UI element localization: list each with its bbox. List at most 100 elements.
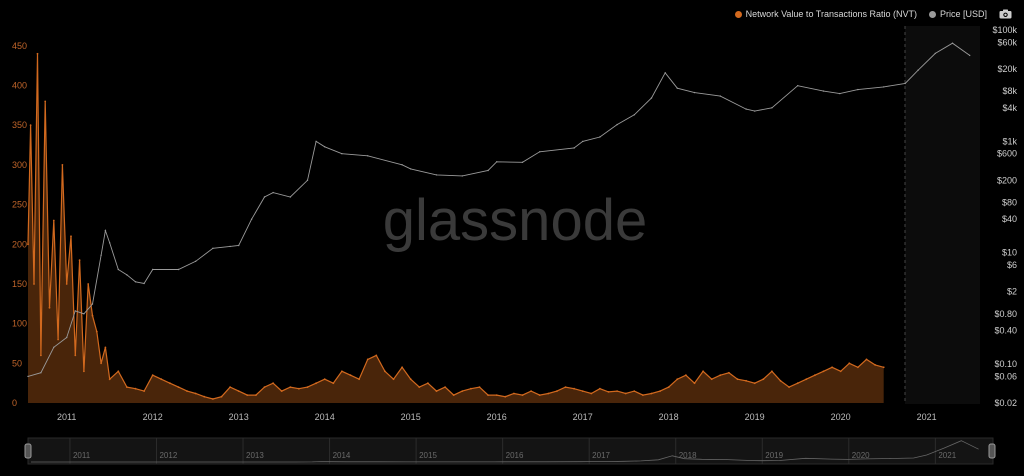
navigator-tick-label: 2016	[506, 451, 524, 460]
nvt-point	[108, 378, 111, 381]
nvt-point	[74, 354, 77, 357]
price-point	[435, 174, 438, 176]
price-point	[883, 86, 885, 88]
nvt-point	[272, 382, 274, 385]
nvt-point	[263, 386, 266, 388]
y-right-tick-label: $0.10	[994, 359, 1017, 369]
price-point	[341, 153, 343, 155]
nvt-point	[693, 382, 696, 385]
price-legend-dot-icon	[928, 10, 936, 18]
y-right-tick-label: $0.06	[994, 371, 1017, 381]
nvt-point	[779, 379, 782, 382]
y-right-tick-label: $4k	[1002, 103, 1017, 113]
nvt-point	[104, 346, 107, 349]
nvt-point	[332, 382, 335, 385]
nvt-point	[61, 164, 64, 166]
x-tick-label: 2019	[745, 412, 765, 422]
y-right-tick-label: $200	[997, 175, 1017, 185]
nvt-point	[461, 390, 464, 392]
future-zone	[905, 26, 980, 404]
x-tick-label: 2021	[917, 412, 937, 422]
camera-icon[interactable]	[999, 9, 1012, 19]
y-left-tick-label: 350	[12, 120, 27, 130]
price-point	[904, 82, 906, 85]
price-point	[521, 161, 524, 163]
nvt-point	[788, 386, 790, 388]
navigator-tick-label: 2019	[765, 451, 783, 460]
nvt-point	[36, 52, 39, 55]
navigator-tick-label: 2017	[592, 451, 610, 460]
navigator-tick-label: 2018	[679, 451, 697, 460]
legend-item-price[interactable]: Price [USD]	[928, 9, 987, 19]
nvt-point	[100, 362, 102, 365]
nvt-point	[857, 366, 859, 369]
nvt-point	[392, 378, 395, 381]
nvt-point	[556, 390, 558, 392]
nvt-point	[702, 370, 704, 373]
nvt-point	[70, 235, 72, 238]
nvt-series	[27, 52, 885, 404]
nvt-point	[487, 394, 489, 396]
nvt-point	[306, 386, 309, 388]
price-point	[109, 242, 111, 244]
nvt-point	[736, 378, 739, 381]
nvt-point	[83, 370, 85, 373]
legend-item-nvt[interactable]: Network Value to Transactions Ratio (NVT…	[734, 9, 917, 19]
price-point	[719, 95, 721, 97]
nvt-point	[667, 386, 670, 388]
price-point	[496, 161, 498, 163]
nvt-point	[573, 387, 575, 390]
price-point	[857, 88, 859, 91]
price-point	[461, 175, 463, 177]
navigator-handle-right[interactable]	[988, 443, 996, 459]
y-right-tick-label: $0.02	[994, 398, 1017, 408]
price-point	[195, 260, 197, 262]
nvt-point	[298, 387, 300, 390]
nvt-point	[753, 382, 756, 385]
nvt-point	[375, 354, 378, 357]
y-left-tick-label: 0	[12, 398, 17, 408]
nvt-point	[814, 374, 816, 377]
y-right-tick-label: $10	[1002, 248, 1017, 258]
navigator[interactable]: 2011 2012 2013 2014 2015 2016 2017 2018 2019 2020…	[24, 437, 996, 465]
legend-label-price: Price [USD]	[939, 9, 987, 19]
nvt-point	[633, 390, 636, 392]
nvt-point	[366, 358, 369, 361]
nvt-point	[212, 398, 214, 400]
price-point	[100, 254, 102, 256]
nvt-point	[27, 243, 29, 246]
nvt-point	[435, 390, 438, 392]
price-point	[177, 268, 180, 271]
price-point	[53, 346, 55, 348]
x-tick-label: 2016	[487, 412, 507, 422]
nvt-point	[495, 394, 498, 396]
x-tick-label: 2013	[229, 412, 249, 422]
price-point	[693, 91, 696, 94]
nvt-point	[186, 390, 189, 392]
nvt-point	[822, 370, 825, 373]
nvt-point	[323, 378, 326, 381]
price-point	[797, 85, 799, 87]
nvt-point	[160, 378, 163, 381]
nvt-point	[418, 386, 421, 388]
price-point	[272, 191, 274, 194]
navigator-tick-label: 2015	[419, 451, 437, 460]
nvt-point	[95, 330, 98, 333]
x-axis: 2011 2012 2013 2014 2015 2016 2017 2018 2019 2020…	[57, 412, 937, 422]
nvt-point	[65, 283, 68, 285]
price-point	[582, 140, 584, 143]
y-right-tick-label: $1k	[1002, 136, 1017, 146]
price-point	[839, 92, 841, 95]
y-right-tick-label: $0.40	[994, 326, 1017, 336]
price-point	[401, 164, 403, 166]
y-right-tick-label: $600	[997, 149, 1017, 159]
nvt-point	[151, 374, 154, 377]
nvt-point	[143, 390, 146, 392]
price-point	[289, 196, 291, 198]
nvt-point	[44, 100, 47, 103]
y-left-tick-label: 300	[12, 160, 27, 170]
nvt-point	[650, 392, 653, 395]
navigator-handle-left[interactable]	[24, 443, 32, 459]
